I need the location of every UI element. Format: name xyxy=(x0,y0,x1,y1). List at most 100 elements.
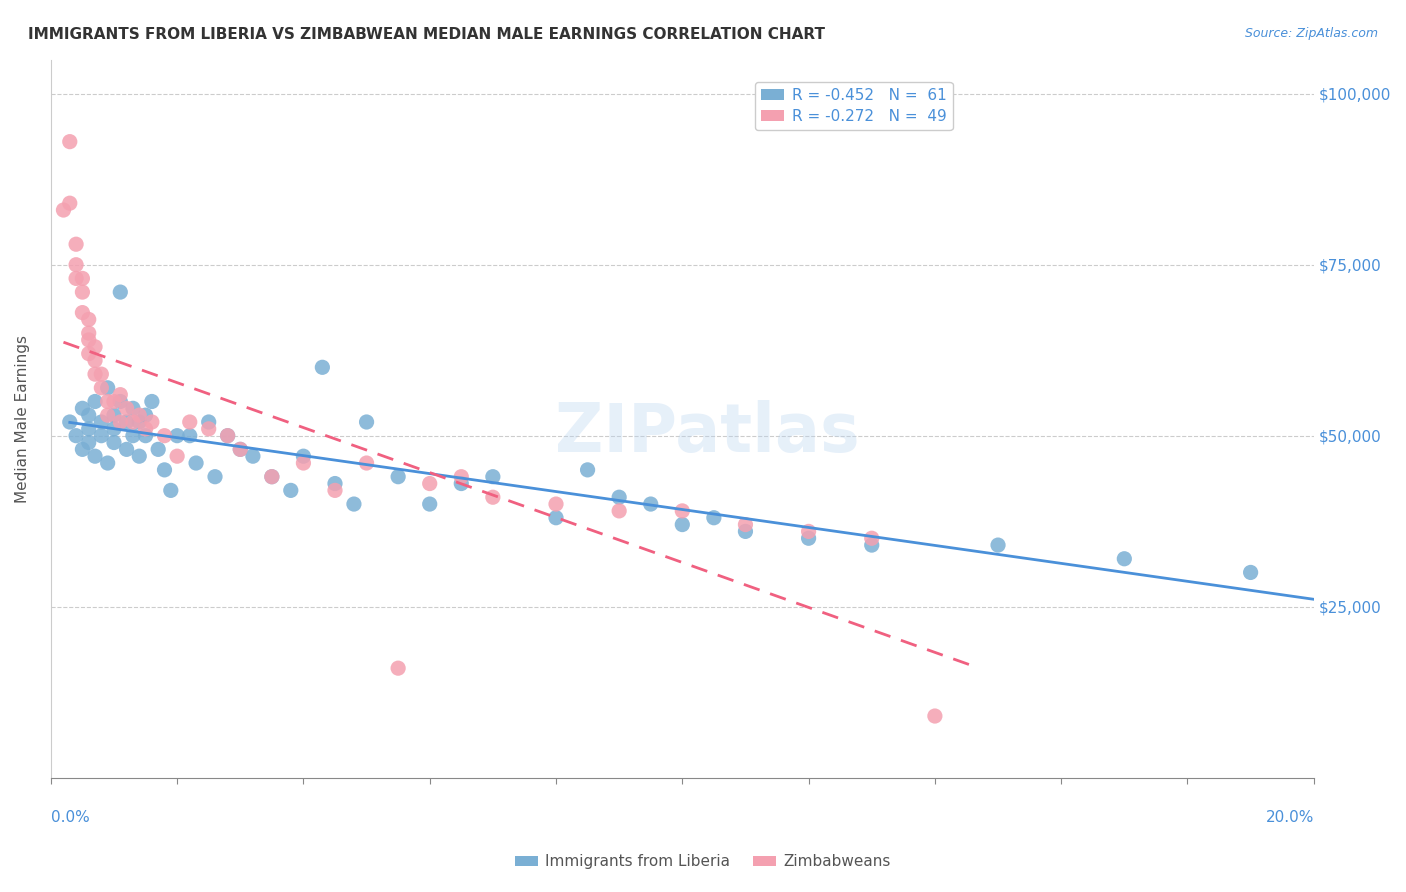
Point xyxy=(544,497,567,511)
Point xyxy=(59,135,82,149)
Point xyxy=(128,408,150,422)
Point xyxy=(356,456,378,470)
Point xyxy=(229,442,252,457)
Point xyxy=(141,394,163,409)
Text: Source: ZipAtlas.com: Source: ZipAtlas.com xyxy=(1244,27,1378,40)
Point xyxy=(1114,551,1136,566)
Point xyxy=(122,415,145,429)
Point xyxy=(65,428,87,442)
Point xyxy=(110,387,132,401)
Point xyxy=(90,367,112,381)
Point xyxy=(924,709,946,723)
Point xyxy=(179,428,201,442)
Point xyxy=(65,258,87,272)
Point xyxy=(97,394,120,409)
Point xyxy=(72,285,94,299)
Point xyxy=(607,490,630,504)
Point xyxy=(84,394,107,409)
Point xyxy=(97,408,120,422)
Point xyxy=(671,517,693,532)
Point xyxy=(141,415,163,429)
Text: ZIPatlas: ZIPatlas xyxy=(555,400,860,466)
Point xyxy=(72,305,94,319)
Point xyxy=(103,394,125,409)
Point xyxy=(103,422,125,436)
Point xyxy=(797,524,820,539)
Point xyxy=(311,360,333,375)
Point xyxy=(77,346,100,360)
Point xyxy=(122,401,145,416)
Point xyxy=(197,415,219,429)
Point xyxy=(72,442,94,457)
Point xyxy=(77,333,100,347)
Point xyxy=(607,504,630,518)
Point xyxy=(90,428,112,442)
Point xyxy=(115,442,138,457)
Point xyxy=(387,469,409,483)
Point xyxy=(229,442,252,457)
Point xyxy=(97,381,120,395)
Point xyxy=(59,196,82,211)
Point xyxy=(77,422,100,436)
Point xyxy=(419,476,441,491)
Point xyxy=(59,415,82,429)
Point xyxy=(323,483,346,498)
Legend: Immigrants from Liberia, Zimbabweans: Immigrants from Liberia, Zimbabweans xyxy=(509,848,897,875)
Point xyxy=(128,449,150,463)
Point xyxy=(703,510,725,524)
Point xyxy=(115,415,138,429)
Point xyxy=(135,428,157,442)
Point xyxy=(103,408,125,422)
Point xyxy=(544,510,567,524)
Point xyxy=(110,394,132,409)
Point xyxy=(72,401,94,416)
Text: 20.0%: 20.0% xyxy=(1265,810,1313,825)
Point xyxy=(797,531,820,545)
Point xyxy=(356,415,378,429)
Point xyxy=(135,422,157,436)
Point xyxy=(482,469,505,483)
Point xyxy=(84,367,107,381)
Point xyxy=(84,449,107,463)
Point xyxy=(166,428,188,442)
Legend: R = -0.452   N =  61, R = -0.272   N =  49: R = -0.452 N = 61, R = -0.272 N = 49 xyxy=(755,81,952,130)
Point xyxy=(217,428,239,442)
Y-axis label: Median Male Earnings: Median Male Earnings xyxy=(15,334,30,502)
Point xyxy=(292,456,315,470)
Point xyxy=(52,202,75,217)
Point xyxy=(576,463,599,477)
Point xyxy=(128,415,150,429)
Point xyxy=(260,469,283,483)
Point xyxy=(77,312,100,326)
Point xyxy=(77,435,100,450)
Point xyxy=(77,408,100,422)
Point xyxy=(159,483,181,498)
Point xyxy=(482,490,505,504)
Point xyxy=(90,415,112,429)
Text: 0.0%: 0.0% xyxy=(51,810,90,825)
Point xyxy=(280,483,302,498)
Point xyxy=(65,271,87,285)
Point xyxy=(260,469,283,483)
Point xyxy=(343,497,366,511)
Point xyxy=(90,381,112,395)
Point xyxy=(84,340,107,354)
Point xyxy=(450,476,472,491)
Point xyxy=(734,517,756,532)
Point xyxy=(217,428,239,442)
Point xyxy=(110,285,132,299)
Point xyxy=(860,538,883,552)
Point xyxy=(734,524,756,539)
Point xyxy=(135,408,157,422)
Point xyxy=(166,449,188,463)
Text: IMMIGRANTS FROM LIBERIA VS ZIMBABWEAN MEDIAN MALE EARNINGS CORRELATION CHART: IMMIGRANTS FROM LIBERIA VS ZIMBABWEAN ME… xyxy=(28,27,825,42)
Point xyxy=(323,476,346,491)
Point xyxy=(97,456,120,470)
Point xyxy=(179,415,201,429)
Point xyxy=(110,415,132,429)
Point xyxy=(72,271,94,285)
Point xyxy=(65,237,87,252)
Point xyxy=(987,538,1010,552)
Point xyxy=(103,435,125,450)
Point xyxy=(671,504,693,518)
